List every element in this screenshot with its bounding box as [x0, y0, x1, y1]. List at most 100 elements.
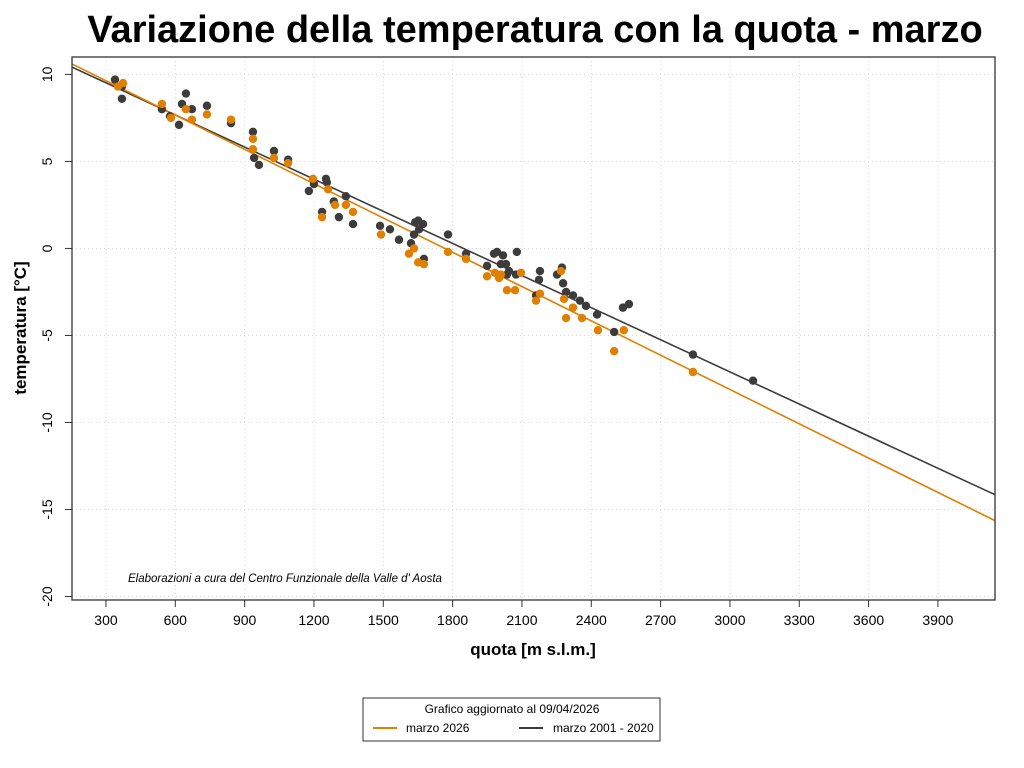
- data-point-marzo-2001-2020: [375, 221, 385, 231]
- data-point-marzo-2001-2020: [443, 230, 453, 239]
- data-point-marzo-2026: [330, 200, 340, 210]
- data-point-marzo-2026: [269, 153, 279, 163]
- data-point-marzo-2026: [187, 115, 197, 124]
- data-point-marzo-2026: [443, 247, 453, 257]
- data-point-marzo-2026: [248, 134, 258, 143]
- data-point-marzo-2026: [409, 244, 419, 253]
- data-point-marzo-2026: [419, 259, 429, 269]
- data-point-marzo-2001-2020: [249, 153, 259, 163]
- data-point-marzo-2001-2020: [482, 261, 492, 271]
- data-point-marzo-2026: [516, 268, 526, 278]
- data-point-marzo-2001-2020: [110, 75, 120, 84]
- data-point-marzo-2026: [510, 286, 520, 295]
- chart-title: Variazione della temperatura con la quot…: [87, 9, 982, 51]
- data-point-marzo-2026: [226, 115, 236, 124]
- x-tick-label: 1800: [437, 612, 468, 628]
- data-point-marzo-2001-2020: [304, 186, 314, 196]
- x-tick-label: 3000: [714, 612, 745, 628]
- data-point-marzo-2026: [561, 313, 571, 323]
- x-tick-label: 1500: [368, 612, 399, 628]
- data-point-marzo-2026: [461, 254, 471, 264]
- credit-annotation: Elaborazioni a cura del Centro Funzional…: [128, 573, 442, 585]
- data-point-marzo-2026: [482, 272, 492, 281]
- data-point-marzo-2001-2020: [504, 266, 514, 276]
- data-point-marzo-2026: [376, 230, 386, 239]
- data-point-marzo-2001-2020: [535, 266, 545, 276]
- x-axis: 300 600 900 1200 1500 1800 2100 2400 2700 3000 330…: [94, 600, 954, 628]
- y-tick-label: -20: [39, 586, 55, 606]
- data-point-marzo-2026: [568, 303, 578, 312]
- x-tick-label: 1200: [298, 612, 329, 628]
- data-point-marzo-2001-2020: [187, 105, 197, 114]
- legend-box: [362, 697, 661, 742]
- data-point-marzo-2001-2020: [322, 178, 332, 187]
- data-point-marzo-2026: [577, 313, 587, 323]
- x-tick-label: 2400: [576, 612, 607, 628]
- data-point-marzo-2001-2020: [688, 350, 698, 359]
- data-point-marzo-2001-2020: [512, 247, 522, 257]
- data-point-marzo-2001-2020: [334, 212, 344, 222]
- data-point-marzo-2026: [157, 99, 167, 109]
- data-point-marzo-2026: [166, 113, 176, 123]
- x-axis-label: quota [m s.l.m.]: [470, 640, 596, 659]
- legend: Grafico aggiornato al 09/04/2026 marzo 2…: [362, 697, 661, 742]
- x-tick-label: 2700: [645, 612, 676, 628]
- data-point-marzo-2001-2020: [592, 310, 602, 319]
- data-point-marzo-2001-2020: [581, 301, 591, 311]
- y-tick-label: 0: [39, 244, 55, 252]
- data-point-marzo-2001-2020: [561, 287, 571, 297]
- data-point-marzo-2001-2020: [269, 146, 279, 156]
- legend-label-marzo-2001-2020: marzo 2001 - 2020: [553, 721, 654, 735]
- data-point-marzo-2026: [181, 105, 191, 114]
- plot-frame: [71, 56, 996, 601]
- x-tick-label: 3600: [853, 612, 884, 628]
- y-tick-label: 10: [39, 66, 55, 82]
- x-tick-label: 600: [164, 612, 188, 628]
- data-point-marzo-2001-2020: [748, 376, 758, 385]
- data-point-marzo-2026: [248, 145, 258, 154]
- y-axis: 10 5 0 -5 -10 -15 -20: [39, 66, 72, 607]
- grid: [72, 57, 995, 600]
- data-point-marzo-2026: [688, 367, 698, 377]
- data-point-marzo-2001-2020: [609, 327, 619, 337]
- data-point-marzo-2001-2020: [498, 251, 508, 260]
- y-tick-label: -5: [39, 329, 55, 342]
- data-point-marzo-2026: [404, 249, 414, 258]
- data-point-marzo-2026: [593, 326, 603, 335]
- data-point-marzo-2001-2020: [117, 94, 127, 103]
- y-tick-label: 5: [39, 157, 55, 165]
- data-point-marzo-2001-2020: [558, 279, 568, 288]
- data-point-marzo-2001-2020: [254, 160, 264, 170]
- data-point-marzo-2001-2020: [568, 291, 578, 300]
- data-point-marzo-2026: [531, 296, 541, 305]
- data-point-marzo-2026: [556, 266, 566, 276]
- data-point-marzo-2026: [317, 212, 327, 222]
- x-tick-label: 2100: [506, 612, 537, 628]
- data-point-marzo-2026: [496, 270, 506, 279]
- data-point-marzo-2026: [502, 286, 512, 295]
- legend-title: Grafico aggiornato al 09/04/2026: [425, 702, 600, 716]
- data-point-marzo-2001-2020: [341, 192, 351, 201]
- data-point-marzo-2001-2020: [624, 299, 634, 309]
- data-point-marzo-2026: [348, 207, 358, 217]
- data-point-marzo-2026: [323, 185, 333, 194]
- y-axis-label: temperatura [°C]: [11, 261, 30, 394]
- data-point-marzo-2026: [619, 326, 629, 335]
- data-point-marzo-2001-2020: [575, 296, 585, 305]
- data-point-marzo-2001-2020: [534, 275, 544, 284]
- x-tick-label: 300: [94, 612, 118, 628]
- data-point-marzo-2026: [202, 110, 212, 119]
- data-point-marzo-2001-2020: [248, 127, 258, 137]
- data-point-marzo-2026: [609, 346, 619, 356]
- legend-label-marzo-2026: marzo 2026: [406, 721, 470, 735]
- data-point-marzo-2001-2020: [409, 230, 419, 239]
- data-point-marzo-2001-2020: [174, 120, 184, 130]
- data-point-marzo-2026: [308, 174, 318, 184]
- data-point-marzo-2026: [341, 200, 351, 210]
- data-point-marzo-2026: [283, 158, 293, 168]
- data-point-marzo-2001-2020: [418, 219, 428, 229]
- y-tick-label: -10: [39, 412, 55, 432]
- data-point-marzo-2001-2020: [394, 235, 404, 244]
- data-point-marzo-2001-2020: [501, 259, 511, 269]
